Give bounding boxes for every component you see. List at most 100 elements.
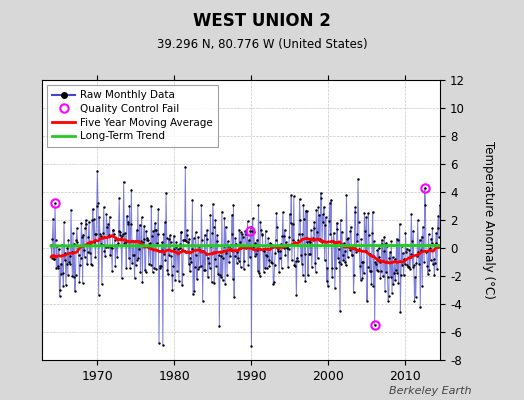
Point (176, 241, 184, 248)
Point (89, 239, 97, 245)
Point (167, 253, 176, 259)
Point (177, 229, 185, 235)
Point (63, 271, 72, 278)
Point (344, 254, 352, 260)
Point (362, 214, 370, 220)
Point (66, 260, 74, 267)
Point (178, 282, 187, 288)
Point (173, 268, 181, 274)
Point (239, 234, 247, 240)
Point (108, 227, 117, 234)
Point (247, 224, 255, 230)
Point (315, 212, 324, 219)
Point (257, 226, 265, 233)
Point (268, 259, 276, 266)
Point (203, 227, 211, 233)
Point (432, 230, 441, 236)
Point (170, 232, 178, 239)
Point (143, 234, 151, 241)
Point (171, 277, 179, 283)
Point (234, 258, 243, 264)
Point (157, 247, 166, 253)
Point (396, 221, 404, 227)
Point (47, 242, 56, 248)
Point (50, 256, 58, 262)
Point (319, 219, 328, 225)
Point (97, 281, 106, 287)
Point (158, 239, 167, 245)
Point (300, 216, 308, 222)
Point (397, 272, 405, 279)
Point (238, 231, 247, 238)
Point (155, 340, 163, 346)
Point (154, 206, 162, 212)
Point (325, 218, 333, 224)
Text: Berkeley Earth: Berkeley Earth (389, 386, 472, 396)
Point (334, 245, 343, 252)
Point (243, 218, 252, 225)
Point (322, 214, 330, 221)
Point (103, 244, 112, 250)
Point (414, 248, 422, 255)
Point (62, 282, 70, 288)
Point (207, 242, 215, 249)
Point (263, 265, 271, 272)
Point (310, 224, 318, 231)
Point (392, 236, 401, 242)
Point (77, 255, 85, 262)
Point (114, 228, 123, 234)
Point (277, 240, 285, 247)
Point (362, 248, 370, 254)
Point (140, 223, 148, 229)
Point (265, 262, 274, 269)
Point (326, 231, 335, 238)
Point (126, 265, 134, 272)
Point (239, 265, 248, 272)
Point (313, 255, 322, 261)
Point (250, 229, 258, 236)
Point (435, 234, 443, 240)
Point (230, 293, 238, 300)
Point (291, 258, 300, 264)
Point (79, 280, 87, 286)
Point (130, 275, 139, 282)
Point (373, 247, 381, 254)
Point (368, 209, 377, 215)
Point (119, 231, 127, 238)
Point (257, 230, 266, 237)
Point (220, 243, 228, 249)
Point (270, 262, 279, 268)
Point (367, 268, 375, 274)
Point (245, 254, 254, 261)
Point (331, 239, 340, 246)
Point (221, 281, 230, 287)
Point (113, 254, 122, 260)
Point (430, 256, 438, 263)
Point (387, 238, 396, 244)
Point (350, 289, 358, 296)
Point (264, 235, 272, 241)
Point (364, 210, 373, 216)
Point (360, 210, 368, 216)
Point (165, 252, 173, 258)
Point (373, 267, 381, 273)
Point (124, 218, 133, 225)
Point (105, 214, 114, 220)
Point (179, 271, 187, 277)
Point (299, 272, 307, 278)
Point (58, 242, 66, 248)
Point (385, 255, 394, 261)
Point (230, 202, 238, 208)
Point (361, 228, 369, 235)
Point (417, 234, 425, 240)
Point (70, 274, 78, 281)
Text: 39.296 N, 80.776 W (United States): 39.296 N, 80.776 W (United States) (157, 38, 367, 51)
Point (424, 231, 433, 238)
Point (314, 204, 322, 210)
Point (313, 229, 321, 236)
Point (196, 246, 204, 253)
Point (387, 274, 395, 280)
Point (101, 252, 110, 259)
Point (145, 241, 154, 248)
Point (182, 238, 190, 245)
